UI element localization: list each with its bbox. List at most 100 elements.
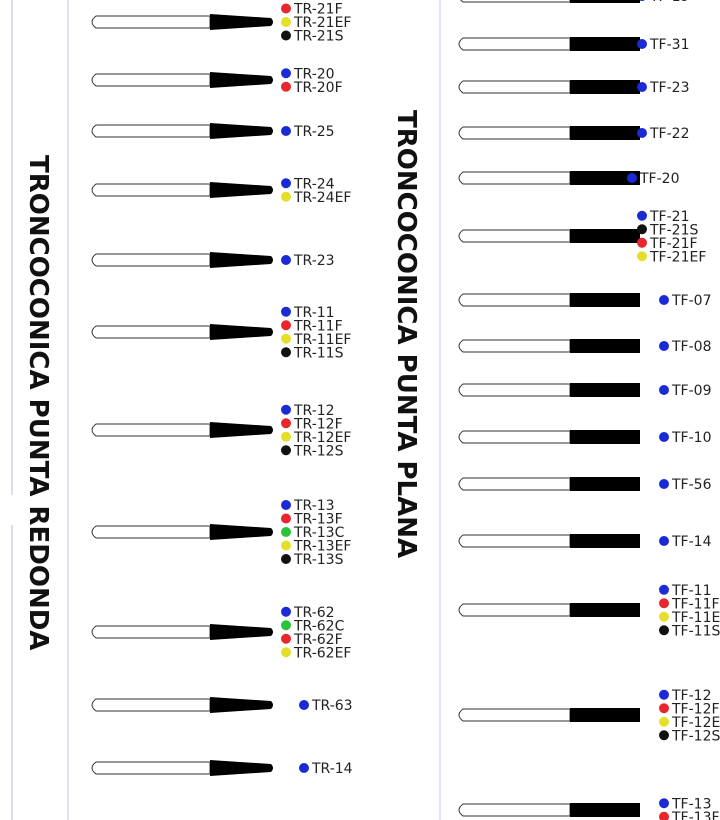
grit-dot xyxy=(637,82,647,92)
grit-dot xyxy=(659,716,669,727)
bur-shank xyxy=(458,339,571,353)
bur-head xyxy=(210,324,273,340)
bur-head xyxy=(210,697,273,713)
grit-dot xyxy=(281,3,291,14)
bur-code: TF-07 xyxy=(671,293,711,309)
grit-dot xyxy=(659,811,669,820)
bur-shank xyxy=(458,171,571,185)
bur-code: TF-11S xyxy=(671,623,720,639)
bur-code: TF-13F xyxy=(671,810,720,820)
bur-code: TR-62EF xyxy=(293,645,351,661)
bur-shank xyxy=(91,525,211,539)
bur-head xyxy=(570,229,640,243)
grit-dot xyxy=(281,30,291,41)
grit-dot xyxy=(637,210,647,221)
bur-shank xyxy=(458,80,571,94)
grit-dot xyxy=(281,647,291,658)
bur-head xyxy=(570,708,640,722)
bur-code: TR-25 xyxy=(293,124,335,140)
grit-dot xyxy=(639,0,645,1)
grit-dot xyxy=(659,295,669,305)
heading: TRONCOCONICA PUNTA PLANA xyxy=(391,110,421,558)
grit-dot xyxy=(281,606,291,617)
bur-shank xyxy=(458,803,571,817)
grit-dot xyxy=(281,418,291,429)
bur-head xyxy=(570,383,640,397)
bur-code: TR-63 xyxy=(311,698,353,714)
bur-head xyxy=(210,624,273,640)
grit-dot xyxy=(281,347,291,358)
bur-shank xyxy=(91,73,211,87)
grit-dot xyxy=(281,68,291,79)
bur-head xyxy=(210,123,273,139)
bur-code: TR-62 xyxy=(293,605,335,621)
grit-dot xyxy=(659,432,669,442)
grit-dot xyxy=(637,237,647,248)
bur-code: TF-21S xyxy=(649,222,698,238)
bur-shank xyxy=(460,0,571,3)
grit-dot xyxy=(659,341,669,351)
bur-code: TR-13C xyxy=(293,525,345,541)
bur-shank xyxy=(91,124,211,138)
bur-head xyxy=(210,72,273,88)
bur-code: TF-20 xyxy=(639,171,679,187)
grit-dot xyxy=(659,385,669,395)
bur-head xyxy=(570,171,640,185)
bur-head xyxy=(210,760,273,776)
grit-dot xyxy=(281,527,291,537)
bur-shank xyxy=(458,383,571,397)
bur-code: TR-14 xyxy=(311,761,353,777)
grit-dot xyxy=(281,81,291,92)
bur-code: TF-10 xyxy=(671,430,711,446)
bur-shank xyxy=(458,430,571,444)
grit-dot xyxy=(659,798,669,809)
grit-dot xyxy=(659,598,669,609)
bur-code: TF-12 xyxy=(671,688,711,704)
grit-dot xyxy=(281,633,291,644)
bur-code: TF-14 xyxy=(671,534,712,550)
bur-code: TF-21F xyxy=(649,236,698,252)
grit-dot xyxy=(281,620,291,631)
grit-dot xyxy=(659,625,669,636)
grit-dot xyxy=(281,320,291,331)
bur-code: TF-11EF xyxy=(671,610,720,626)
bur-code: TR-13S xyxy=(293,552,344,568)
bur-code: TR-62F xyxy=(293,632,343,648)
bur-code: TR-24 xyxy=(293,176,335,192)
bur-code: TR-21S xyxy=(293,29,344,45)
bur-code: TR-11S xyxy=(293,345,344,361)
bur-code: TF-31 xyxy=(649,37,689,53)
grit-dot xyxy=(659,611,669,622)
bur-code: TR-11F xyxy=(293,318,343,334)
bur-code: TR-20 xyxy=(293,66,335,82)
bur-head xyxy=(570,37,640,51)
bur-shank xyxy=(91,698,211,712)
bur-code: TF-11F xyxy=(671,596,720,612)
grit-dot xyxy=(281,17,291,27)
bur-head xyxy=(570,126,640,140)
bur-head xyxy=(210,524,273,540)
grit-dot xyxy=(299,763,309,773)
grit-dot xyxy=(637,251,647,262)
bur-code: TR-23 xyxy=(293,253,335,269)
bur-code: TR-13EF xyxy=(293,539,351,555)
bur-code: TF-12F xyxy=(671,701,720,717)
bur-head xyxy=(210,14,273,30)
grit-dot xyxy=(281,333,291,344)
bur-head xyxy=(570,603,640,617)
bur-code: TR-12EF xyxy=(293,430,351,446)
grit-dot xyxy=(627,173,637,183)
grit-dot xyxy=(281,554,291,564)
bur-code: TF-13 xyxy=(671,796,711,812)
grit-dot xyxy=(637,39,647,49)
bur-code: TR-21EF xyxy=(293,15,351,31)
bur-shank xyxy=(458,293,571,307)
bur-code: TR-13 xyxy=(293,498,335,514)
bur-code: TF-22 xyxy=(649,126,689,142)
grit-dot xyxy=(281,513,291,524)
bur-code: TR-21F xyxy=(293,2,343,18)
bur-shank xyxy=(91,325,211,339)
bur-head xyxy=(570,80,640,94)
bur-shank xyxy=(458,534,571,548)
grit-dot xyxy=(659,479,669,489)
